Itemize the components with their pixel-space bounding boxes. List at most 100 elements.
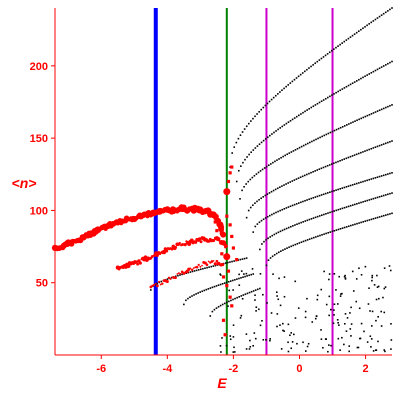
tick-marks: -6 -4 -2 0 2 50 100 150 200 — [30, 61, 369, 375]
black-point — [356, 346, 359, 349]
black-point — [291, 341, 294, 343]
black-point — [391, 192, 393, 194]
black-point — [253, 332, 256, 334]
black-point — [328, 51, 331, 54]
black-point — [271, 133, 273, 135]
black-point — [390, 348, 392, 350]
black-point — [287, 350, 290, 353]
black-point — [232, 351, 235, 353]
black-point — [215, 285, 218, 287]
red-point — [235, 257, 239, 262]
black-point — [296, 342, 298, 345]
black-point — [260, 108, 263, 111]
black-point — [223, 302, 226, 305]
black-point — [277, 298, 280, 301]
black-point — [242, 294, 245, 296]
black-point — [292, 225, 294, 227]
black-point — [360, 181, 362, 184]
black-point — [375, 298, 378, 301]
black-point — [356, 80, 358, 82]
black-point — [314, 62, 317, 65]
black-point — [197, 292, 199, 294]
red-point — [192, 267, 195, 270]
red-point — [169, 277, 172, 280]
black-point — [360, 151, 362, 154]
black-point — [256, 113, 258, 115]
black-point — [238, 296, 240, 298]
black-point — [382, 107, 385, 110]
black-point — [258, 111, 260, 113]
black-point — [269, 339, 271, 342]
black-point — [374, 69, 377, 72]
black-point — [370, 178, 373, 180]
red-point — [207, 260, 210, 263]
black-point — [279, 127, 281, 129]
black-point — [374, 146, 377, 148]
black-point — [376, 196, 379, 199]
black-point — [256, 145, 259, 147]
black-point — [349, 204, 352, 207]
red-point — [223, 333, 227, 337]
black-point — [363, 330, 365, 333]
black-point — [272, 96, 275, 99]
y-tick-label: 100 — [30, 205, 48, 217]
black-point — [341, 187, 344, 189]
black-point — [166, 278, 169, 280]
black-point — [270, 163, 272, 165]
black-point — [370, 113, 373, 115]
black-point — [306, 239, 309, 241]
black-point — [291, 118, 294, 121]
black-point — [343, 186, 346, 189]
black-point — [239, 258, 242, 261]
black-point — [288, 246, 290, 249]
black-point — [378, 15, 381, 18]
black-point — [269, 236, 271, 238]
black-point — [280, 348, 283, 350]
black-point — [324, 192, 327, 195]
black-point — [262, 106, 265, 109]
black-point — [320, 214, 323, 216]
black-point — [358, 118, 360, 121]
black-point — [333, 303, 336, 306]
black-point — [328, 278, 330, 281]
black-point — [351, 270, 354, 273]
black-point — [279, 91, 281, 93]
red-point — [231, 246, 236, 250]
black-point — [380, 215, 383, 218]
black-point — [384, 173, 387, 176]
black-point — [254, 202, 256, 204]
black-point — [362, 221, 364, 223]
black-point — [385, 194, 387, 196]
black-point — [202, 267, 204, 270]
black-point — [356, 119, 358, 122]
black-point — [337, 208, 340, 211]
black-point — [232, 336, 235, 338]
black-point — [337, 228, 340, 231]
black-point — [304, 110, 306, 113]
black-point — [284, 154, 287, 157]
black-point — [370, 338, 373, 340]
black-point — [364, 200, 366, 203]
black-point — [368, 148, 370, 151]
black-point — [240, 270, 243, 272]
black-point — [316, 294, 319, 297]
black-point — [345, 330, 348, 332]
black-point — [251, 268, 254, 270]
black-point — [248, 348, 251, 350]
black-point — [347, 156, 350, 159]
black-point — [213, 308, 216, 311]
black-point — [233, 260, 235, 262]
black-point — [370, 198, 373, 201]
black-point — [278, 251, 280, 254]
black-point — [311, 321, 314, 323]
black-point — [339, 208, 342, 210]
black-point — [327, 231, 329, 234]
black-point — [333, 129, 336, 132]
black-point — [243, 273, 245, 275]
black-point — [368, 287, 370, 289]
black-point — [312, 105, 315, 108]
black-point — [266, 136, 269, 139]
black-point — [389, 140, 391, 143]
black-point — [248, 274, 250, 277]
black-point — [291, 204, 294, 207]
